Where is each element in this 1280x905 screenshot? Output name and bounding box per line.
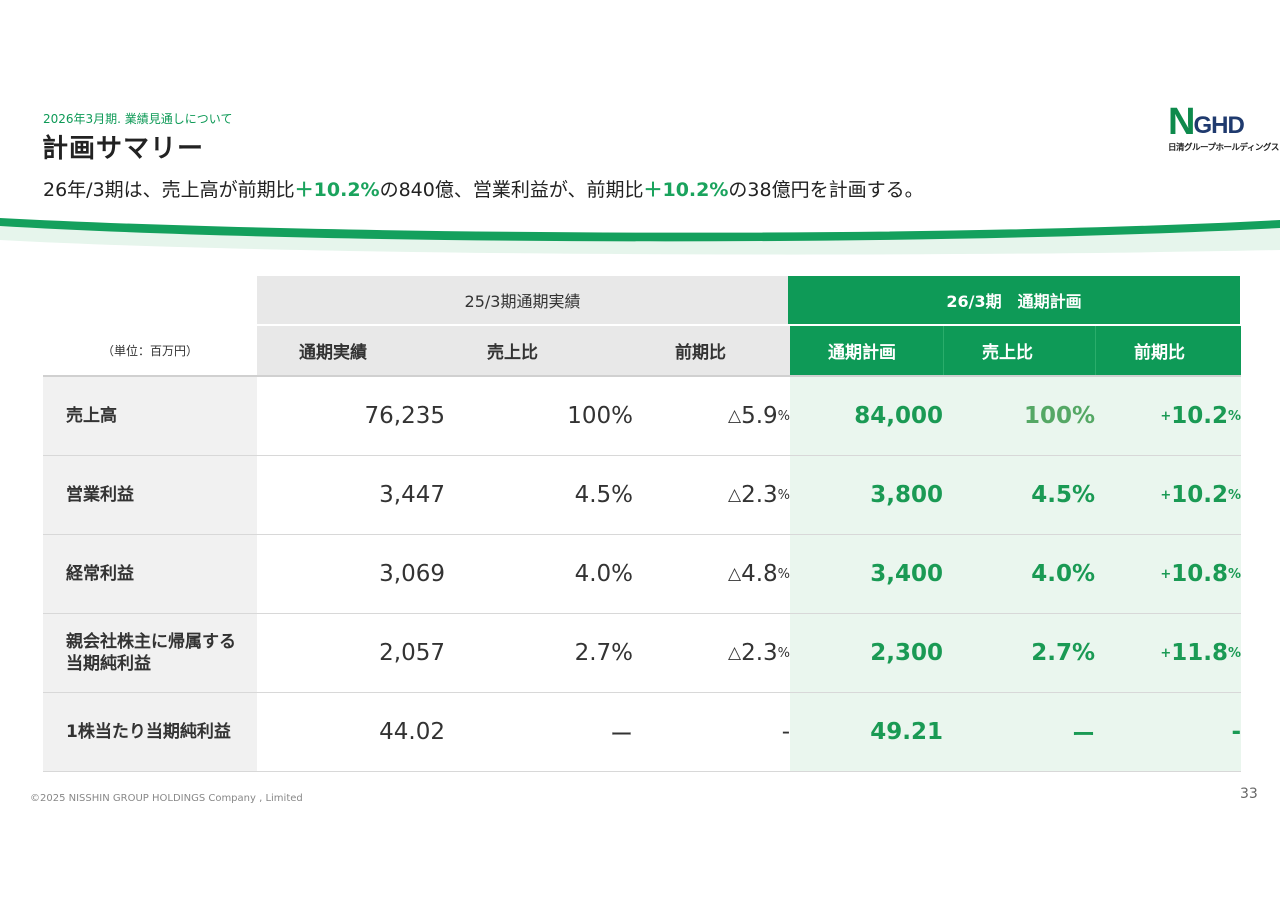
lead-part3: の38億円を計画する。 [728, 179, 924, 201]
col-header-plan-ratio: 売上比 [943, 326, 1095, 375]
col-header-actual: 通期実績 [257, 326, 445, 375]
plan-ratio-value: 4.5% [943, 456, 1095, 534]
lead-part2: の840億、営業利益が、前期比 [379, 179, 644, 201]
table-row: 1株当たり当期純利益 44.02 ー - 49.21 ー - [43, 692, 1241, 772]
decrease-symbol: △ [727, 643, 742, 663]
ratio-value: 2.7% [574, 640, 633, 666]
actual-value: 3,069 [379, 561, 445, 587]
yoy-number: 5.9 [741, 403, 778, 429]
actual-value: 2,057 [379, 640, 445, 666]
yoy-unit: % [777, 645, 790, 661]
row-label: 1株当たり当期純利益 [43, 693, 257, 771]
plan-yoy-value: +10.2% [1095, 377, 1241, 455]
plan-yoy-value: +10.2% [1095, 456, 1241, 534]
plan-yoy-number: 10.2 [1171, 482, 1228, 508]
lead-text: 26年/3期は、売上高が前期比＋10.2%の840億、営業利益が、前期比＋10.… [43, 175, 924, 202]
lead-part1: 26年/3期は、売上高が前期比 [43, 179, 295, 201]
row-label: 売上高 [43, 377, 257, 455]
increase-symbol: + [1160, 566, 1172, 582]
increase-symbol: + [1160, 487, 1172, 503]
yoy-value: - [781, 719, 790, 745]
plan-yoy-value: +10.8% [1095, 535, 1241, 613]
row-label: 営業利益 [43, 456, 257, 534]
row-label-line1: 親会社株主に帰属する [66, 632, 236, 652]
plan-value: 3,400 [790, 535, 943, 613]
col-header-ratio: 売上比 [445, 326, 633, 375]
ratio-value: 4.5% [574, 482, 633, 508]
table-group-header: 25/3期通期実績 26/3期 通期計画 [43, 276, 1241, 324]
plan-yoy-unit: % [1227, 487, 1241, 503]
table-corner [43, 276, 257, 324]
copyright: ©2025 NISSHIN GROUP HOLDINGS Company , L… [30, 793, 303, 804]
plan-ratio-value: ー [943, 693, 1095, 771]
ratio-value: 4.0% [574, 561, 633, 587]
logo-mark: N GHD [1168, 101, 1264, 143]
page-title: 計画サマリー [42, 134, 205, 164]
ratio-value: ー [610, 722, 633, 748]
yoy-value: △ 5.9% [633, 377, 790, 455]
col-header-yoy: 前期比 [633, 326, 790, 375]
yoy-value: △ 4.8% [633, 535, 790, 613]
yoy-unit: % [777, 408, 790, 424]
row-label: 経常利益 [43, 535, 257, 613]
col-header-plan-yoy: 前期比 [1095, 326, 1241, 375]
yoy-value: △ 2.3% [633, 456, 790, 534]
lead-highlight-sales: ＋10.2% [294, 179, 380, 201]
decrease-symbol: △ [727, 564, 742, 584]
header-wave-decoration [0, 218, 1280, 255]
actual-value: 76,235 [364, 403, 445, 429]
plan-yoy-unit: % [1227, 408, 1241, 424]
plan-yoy-number: 11.8 [1171, 640, 1228, 666]
row-label: 親会社株主に帰属する 当期純利益 [43, 614, 257, 692]
yoy-number: 4.8 [741, 561, 778, 587]
plan-yoy-number: 10.8 [1171, 561, 1228, 587]
logo-subtitle: 日清グループホールディングス [1168, 143, 1279, 153]
plan-yoy-value: - [1095, 693, 1241, 771]
company-logo: N GHD 日清グループホールディングス [1168, 101, 1279, 154]
increase-symbol: + [1160, 408, 1172, 424]
actual-value: 44.02 [379, 719, 445, 745]
col-header-plan: 通期計画 [790, 326, 943, 375]
unit-label: （単位：百万円） [101, 344, 198, 358]
plan-ratio-value: 4.0% [943, 535, 1095, 613]
table-column-header: （単位：百万円） 通期実績 売上比 前期比 通期計画 売上比 前期比 [43, 324, 1241, 375]
plan-yoy-unit: % [1227, 645, 1241, 661]
summary-table: 25/3期通期実績 26/3期 通期計画 （単位：百万円） 通期実績 売上比 前… [43, 276, 1241, 772]
plan-ratio-value: 100% [943, 377, 1095, 455]
row-label-line2: 当期純利益 [66, 654, 151, 674]
group-actual-header: 25/3期通期実績 [257, 276, 788, 324]
yoy-unit: % [777, 487, 790, 503]
plan-value: 2,300 [790, 614, 943, 692]
table-row: 営業利益 3,447 4.5% △ 2.3% 3,800 4.5% +10.2% [43, 455, 1241, 534]
yoy-value: △ 2.3% [633, 614, 790, 692]
yoy-number: 2.3 [741, 482, 778, 508]
logo-mark-n: N [1168, 101, 1195, 143]
group-plan-header: 26/3期 通期計画 [788, 276, 1240, 324]
plan-yoy-unit: % [1227, 566, 1241, 582]
yoy-number: 2.3 [741, 640, 778, 666]
logo-mark-ghd: GHD [1193, 112, 1244, 139]
yoy-unit: % [777, 566, 790, 582]
page-number: 33 [1240, 786, 1258, 802]
plan-value: 3,800 [790, 456, 943, 534]
table-row: 経常利益 3,069 4.0% △ 4.8% 3,400 4.0% +10.8% [43, 534, 1241, 613]
table-row: 売上高 76,235 100% △ 5.9% 84,000 100% +10.2% [43, 375, 1241, 455]
plan-yoy-value: +11.8% [1095, 614, 1241, 692]
lead-highlight-op: ＋10.2% [643, 179, 729, 201]
plan-value: 49.21 [790, 693, 943, 771]
section-label: 2026年3月期. 業績見通しについて [43, 112, 233, 126]
plan-ratio-value: 2.7% [943, 614, 1095, 692]
increase-symbol: + [1160, 645, 1172, 661]
plan-yoy-number: 10.2 [1171, 403, 1228, 429]
plan-value: 84,000 [790, 377, 943, 455]
actual-value: 3,447 [379, 482, 445, 508]
decrease-symbol: △ [727, 406, 742, 426]
table-row: 親会社株主に帰属する 当期純利益 2,057 2.7% △ 2.3% 2,300 2… [43, 613, 1241, 692]
decrease-symbol: △ [727, 485, 742, 505]
ratio-value: 100% [567, 403, 633, 429]
